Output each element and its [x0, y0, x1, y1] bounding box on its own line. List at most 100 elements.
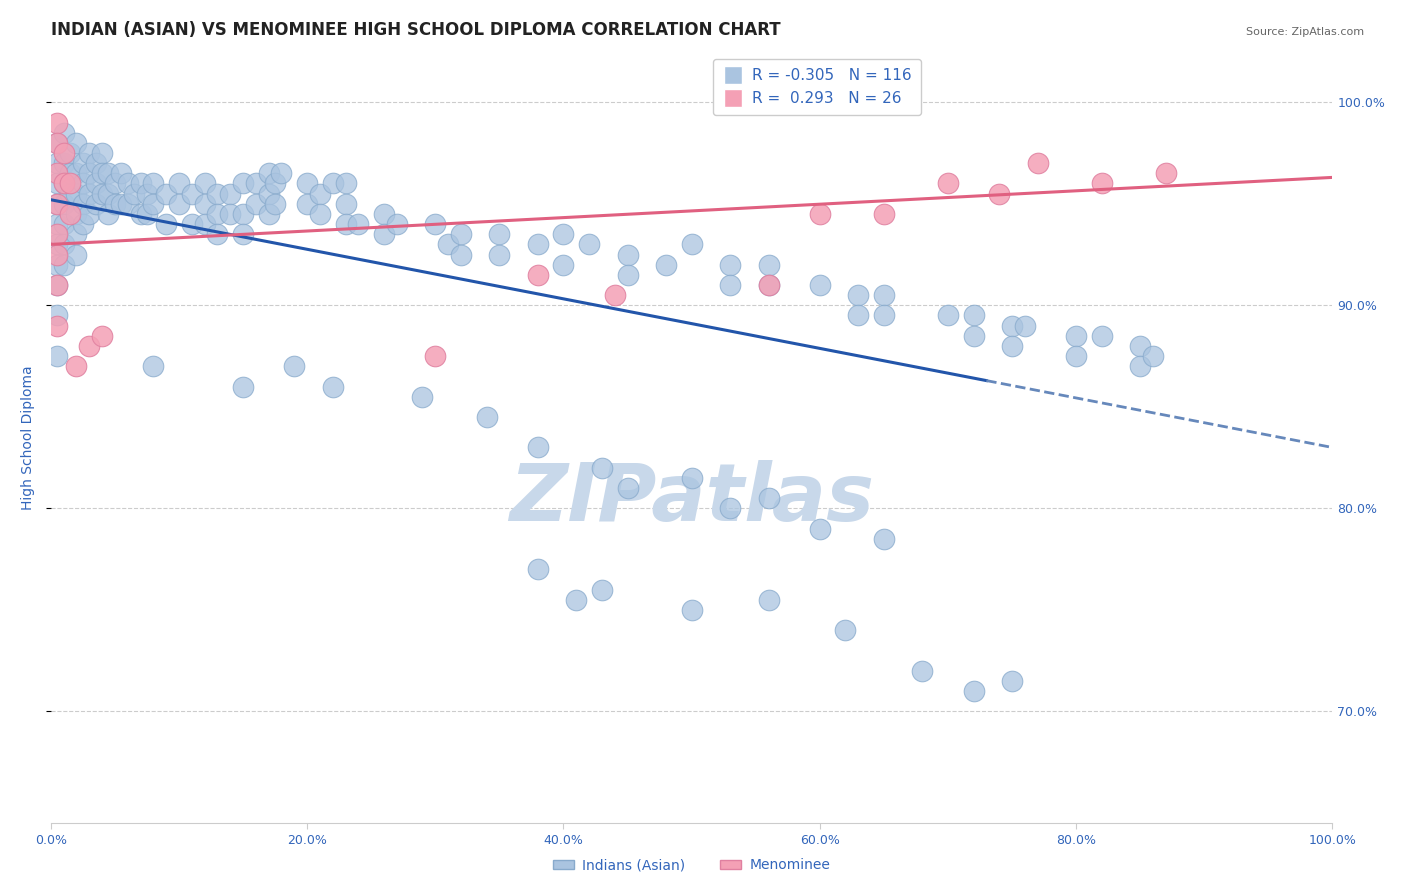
- Point: [142, 177, 165, 191]
- Point: [245, 177, 267, 191]
- Point: [1001, 673, 1024, 688]
- Point: [65, 247, 87, 261]
- Point: [1001, 318, 1024, 333]
- Point: [77, 166, 100, 180]
- Point: [335, 177, 357, 191]
- Point: [309, 186, 332, 201]
- Point: [65, 227, 87, 242]
- Point: [616, 481, 638, 495]
- Point: [347, 217, 370, 231]
- Point: [873, 288, 896, 302]
- Point: [295, 177, 318, 191]
- Point: [681, 603, 703, 617]
- Point: [527, 268, 550, 282]
- Point: [718, 501, 741, 516]
- Point: [553, 258, 575, 272]
- Point: [52, 146, 75, 161]
- Point: [46, 237, 69, 252]
- Text: INDIAN (ASIAN) VS MENOMINEE HIGH SCHOOL DIPLOMA CORRELATION CHART: INDIAN (ASIAN) VS MENOMINEE HIGH SCHOOL …: [51, 21, 780, 39]
- Point: [911, 664, 934, 678]
- Point: [46, 166, 69, 180]
- Point: [59, 146, 82, 161]
- Point: [295, 196, 318, 211]
- Point: [155, 217, 177, 231]
- Point: [46, 349, 69, 363]
- Point: [616, 268, 638, 282]
- Point: [411, 390, 433, 404]
- Point: [155, 186, 177, 201]
- Point: [1014, 318, 1036, 333]
- Point: [873, 207, 896, 221]
- Point: [136, 186, 159, 201]
- Point: [283, 359, 305, 374]
- Point: [1064, 349, 1087, 363]
- Point: [84, 177, 107, 191]
- Point: [104, 177, 127, 191]
- Point: [450, 227, 472, 242]
- Point: [232, 207, 254, 221]
- Point: [194, 217, 217, 231]
- Point: [553, 227, 575, 242]
- Point: [232, 379, 254, 393]
- Point: [1091, 177, 1114, 191]
- Point: [117, 196, 139, 211]
- Point: [373, 207, 395, 221]
- Point: [718, 258, 741, 272]
- Point: [758, 592, 780, 607]
- Point: [59, 166, 82, 180]
- Point: [808, 522, 831, 536]
- Point: [72, 196, 94, 211]
- Point: [46, 136, 69, 150]
- Point: [52, 258, 75, 272]
- Point: [46, 196, 69, 211]
- Point: [59, 177, 82, 191]
- Point: [527, 237, 550, 252]
- Point: [46, 177, 69, 191]
- Point: [129, 177, 152, 191]
- Point: [1091, 328, 1114, 343]
- Point: [834, 624, 856, 638]
- Point: [1001, 339, 1024, 353]
- Text: Source: ZipAtlas.com: Source: ZipAtlas.com: [1246, 27, 1364, 37]
- Point: [52, 237, 75, 252]
- Point: [77, 207, 100, 221]
- Point: [219, 186, 242, 201]
- Point: [84, 156, 107, 170]
- Point: [77, 146, 100, 161]
- Point: [194, 196, 217, 211]
- Point: [46, 258, 69, 272]
- Point: [681, 237, 703, 252]
- Point: [46, 309, 69, 323]
- Point: [46, 318, 69, 333]
- Point: [758, 491, 780, 506]
- Text: ZIPatlas: ZIPatlas: [509, 460, 875, 538]
- Point: [194, 177, 217, 191]
- Point: [219, 207, 242, 221]
- Point: [65, 207, 87, 221]
- Point: [309, 207, 332, 221]
- Point: [65, 359, 87, 374]
- Point: [437, 237, 460, 252]
- Point: [373, 227, 395, 242]
- Point: [616, 247, 638, 261]
- Point: [385, 217, 408, 231]
- Point: [846, 288, 869, 302]
- Point: [117, 177, 139, 191]
- Point: [425, 217, 447, 231]
- Point: [46, 278, 69, 293]
- Point: [91, 166, 114, 180]
- Point: [65, 186, 87, 201]
- Point: [52, 177, 75, 191]
- Point: [936, 309, 959, 323]
- Point: [425, 349, 447, 363]
- Point: [46, 115, 69, 129]
- Point: [681, 471, 703, 485]
- Point: [962, 309, 984, 323]
- Point: [46, 196, 69, 211]
- Point: [46, 217, 69, 231]
- Point: [846, 309, 869, 323]
- Point: [578, 237, 600, 252]
- Point: [335, 217, 357, 231]
- Point: [84, 196, 107, 211]
- Point: [1129, 359, 1152, 374]
